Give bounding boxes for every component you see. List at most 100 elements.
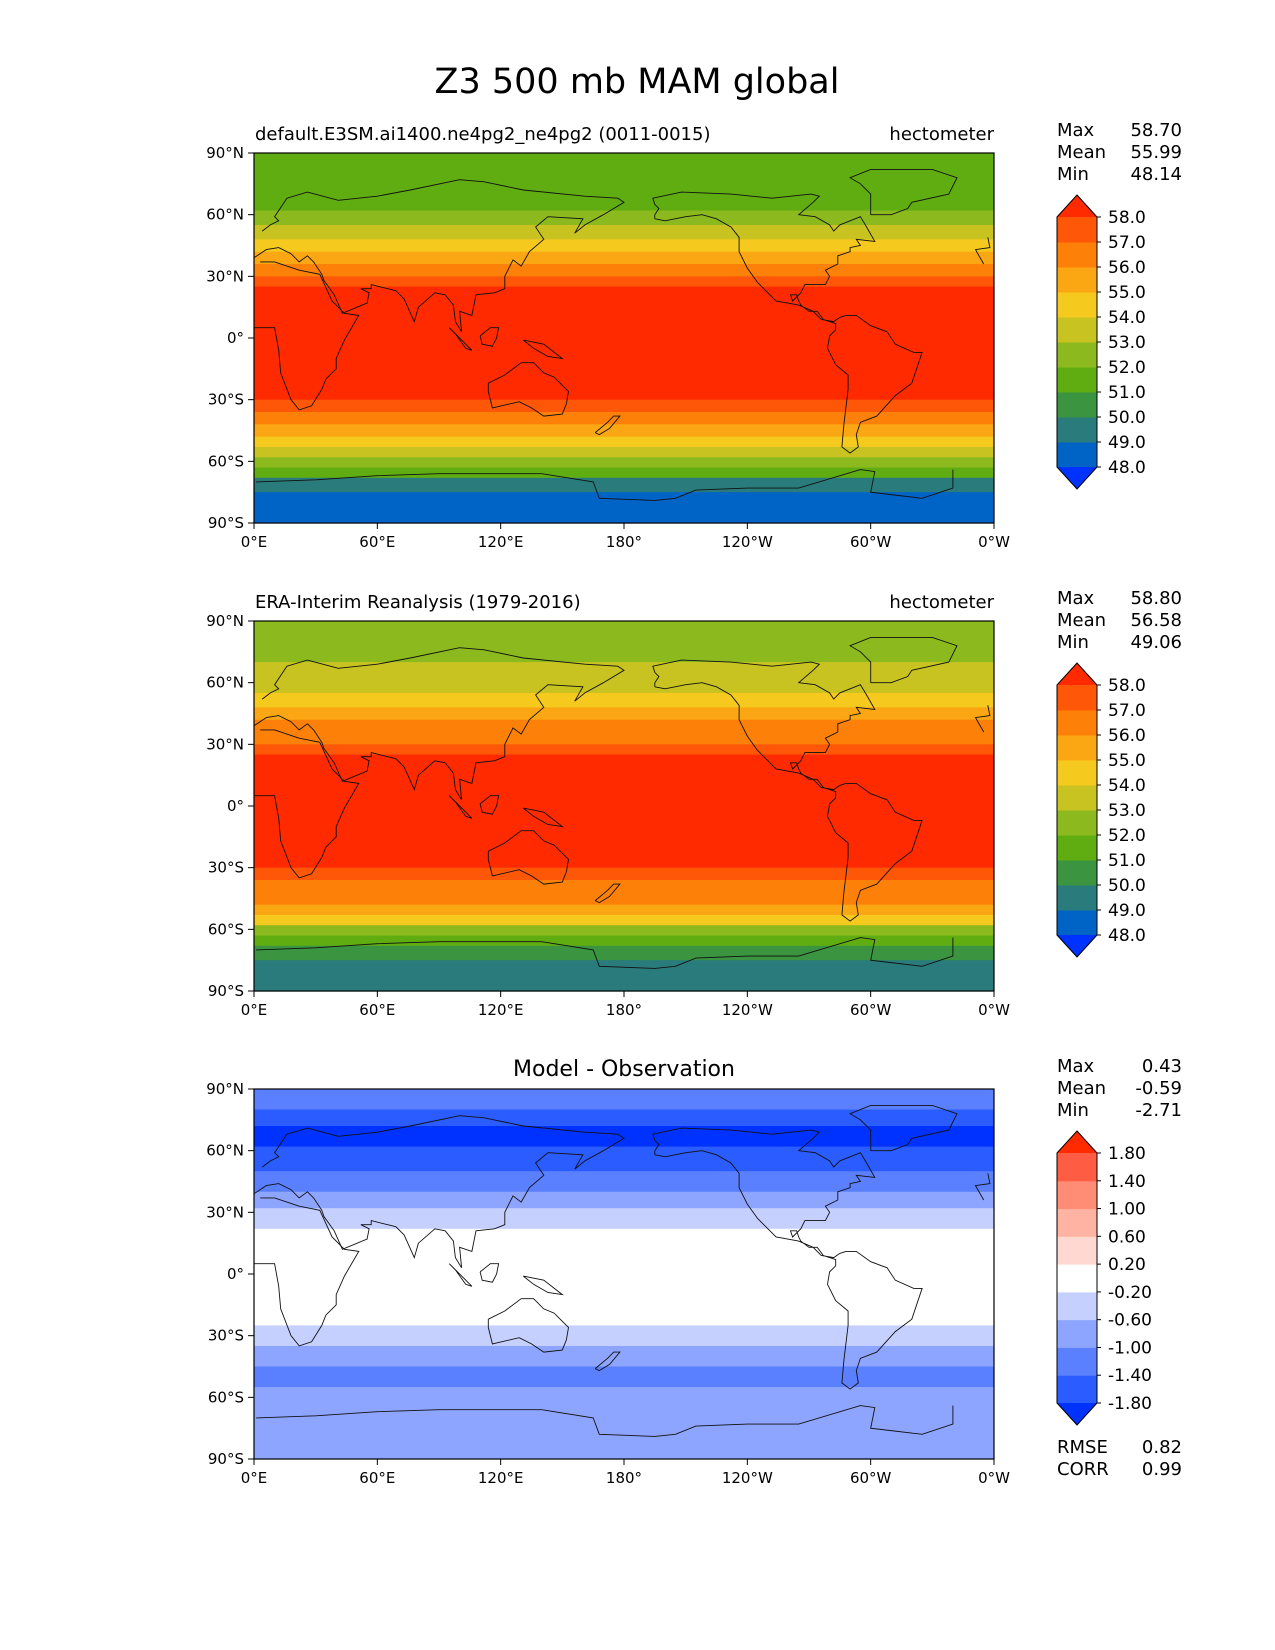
field-band xyxy=(254,436,994,448)
colorbar-label: 0.60 xyxy=(1108,1227,1146,1247)
colorbar-label: 53.0 xyxy=(1108,333,1146,353)
stat-value: 58.80 xyxy=(1130,588,1182,609)
y-tick-label: 30°N xyxy=(206,267,244,285)
field-band xyxy=(254,678,994,694)
x-tick-label: 60°E xyxy=(359,533,395,551)
colorbar-label: 55.0 xyxy=(1108,283,1146,303)
stat-value: 58.70 xyxy=(1130,120,1182,141)
field-band xyxy=(254,457,994,469)
field-band xyxy=(254,1146,994,1172)
colorbar-segment xyxy=(1057,417,1097,443)
x-tick-label: 60°W xyxy=(850,1001,892,1019)
coastline xyxy=(254,261,360,411)
panel-reference-colorbar: 48.0 49.0 50.0 51.0 52.0 53.0 54.0 55.0 56.0 57.0… xyxy=(1056,662,1146,958)
field-band xyxy=(254,1208,994,1230)
field-band xyxy=(254,641,994,663)
stat-value: 55.99 xyxy=(1130,142,1182,163)
field-band xyxy=(254,477,994,493)
x-tick-label: 0°E xyxy=(241,1469,268,1487)
coastline xyxy=(253,647,625,801)
colorbar-label: 48.0 xyxy=(1108,458,1146,478)
colorbar-label: 49.0 xyxy=(1108,433,1146,453)
panel-difference-title: Model - Observation xyxy=(513,1057,735,1082)
coastline xyxy=(974,237,991,265)
panel-test-title: default.E3SM.ai1400.ne4pg2_ne4pg2 (0011-… xyxy=(255,124,710,145)
field-band xyxy=(254,1428,994,1460)
colorbar-label: 50.0 xyxy=(1108,876,1146,896)
field-band xyxy=(254,239,994,253)
coastline xyxy=(253,179,625,333)
stat-value: -0.59 xyxy=(1135,1078,1182,1099)
colorbar-segment xyxy=(1057,760,1097,786)
coastline xyxy=(487,830,569,885)
panel-reference-units: hectometer xyxy=(889,592,994,613)
panel-reference-stats: Max 58.80 Mean 56.58 Min 49.06 xyxy=(1057,588,1182,653)
stat-value: 49.06 xyxy=(1130,632,1182,653)
y-tick-label: 90°N xyxy=(206,144,244,162)
field-band xyxy=(254,621,994,643)
field-band xyxy=(254,1325,994,1347)
field-band xyxy=(254,945,994,961)
y-tick-label: 30°N xyxy=(206,1203,244,1221)
coastline xyxy=(523,1275,564,1296)
coastline xyxy=(254,1197,360,1347)
field-band xyxy=(254,276,994,288)
colorbar-segment xyxy=(1057,1347,1097,1376)
colorbar-label: 57.0 xyxy=(1108,701,1146,721)
metric-value: 0.99 xyxy=(1142,1459,1182,1480)
field-band xyxy=(254,960,994,992)
y-tick-label: 60°S xyxy=(208,1388,244,1406)
y-tick-label: 60°S xyxy=(208,452,244,470)
colorbar-segment xyxy=(1057,835,1097,861)
coastline xyxy=(652,1127,923,1390)
coastline xyxy=(479,327,500,347)
panel-difference-metrics: RMSE 0.82 CORR 0.99 xyxy=(1057,1437,1182,1480)
x-tick-label: 60°W xyxy=(850,533,892,551)
panel-difference-y-axis: 90°N 60°N 30°N 0° 30°S 60°S 90°S xyxy=(206,1080,254,1468)
colorbar-label: 54.0 xyxy=(1108,776,1146,796)
field-band xyxy=(254,467,994,479)
y-tick-label: 90°S xyxy=(208,1450,244,1468)
colorbar-segment xyxy=(1057,1375,1097,1404)
y-tick-label: 30°S xyxy=(208,1327,244,1345)
colorbar-label: 56.0 xyxy=(1108,726,1146,746)
field-band xyxy=(254,857,994,869)
colorbar-label: 52.0 xyxy=(1108,826,1146,846)
stat-label: Max xyxy=(1057,120,1095,141)
panel-test: default.E3SM.ai1400.ne4pg2_ne4pg2 (0011-… xyxy=(206,124,1010,551)
x-tick-label: 60°E xyxy=(359,1001,395,1019)
colorbar-label: 51.0 xyxy=(1108,383,1146,403)
x-tick-label: 120°W xyxy=(722,1001,773,1019)
field-band xyxy=(254,424,994,438)
x-tick-label: 120°W xyxy=(722,533,773,551)
field-band xyxy=(254,867,994,881)
stat-label: Mean xyxy=(1057,610,1106,631)
panel-reference-y-axis: 90°N 60°N 30°N 0° 30°S 60°S 90°S xyxy=(206,612,254,1000)
panel-difference: Model - Observation 0°E 60°E 120°E 180° 120°… xyxy=(206,1057,1010,1487)
coastline xyxy=(487,1298,569,1353)
y-tick-label: 60°S xyxy=(208,920,244,938)
panel-test-y-axis: 90°N 60°N 30°N 0° 30°S 60°S 90°S xyxy=(206,144,254,532)
panel-difference-field xyxy=(254,1089,994,1460)
coastline xyxy=(254,729,360,879)
panel-reference-coastlines xyxy=(253,636,991,969)
field-band xyxy=(254,892,994,906)
coastline xyxy=(974,1173,991,1201)
field-band xyxy=(254,1407,994,1429)
colorbar-segment xyxy=(1057,392,1097,418)
stat-label: Mean xyxy=(1057,1078,1106,1099)
panel-test-stats: Max 58.70 Mean 55.99 Min 48.14 xyxy=(1057,120,1182,185)
field-band xyxy=(254,925,994,937)
y-tick-label: 90°N xyxy=(206,612,244,630)
x-tick-label: 0°W xyxy=(978,1469,1010,1487)
colorbar-segment xyxy=(1057,367,1097,393)
panel-reference-field xyxy=(254,621,994,992)
field-band xyxy=(254,1304,994,1326)
coastline xyxy=(256,469,954,501)
colorbar-label: 52.0 xyxy=(1108,358,1146,378)
colorbar-segment xyxy=(1057,442,1097,468)
x-tick-label: 120°E xyxy=(478,1469,524,1487)
field-band xyxy=(254,264,994,277)
y-tick-label: 90°S xyxy=(208,514,244,532)
colorbar-extend-max xyxy=(1057,1131,1097,1153)
